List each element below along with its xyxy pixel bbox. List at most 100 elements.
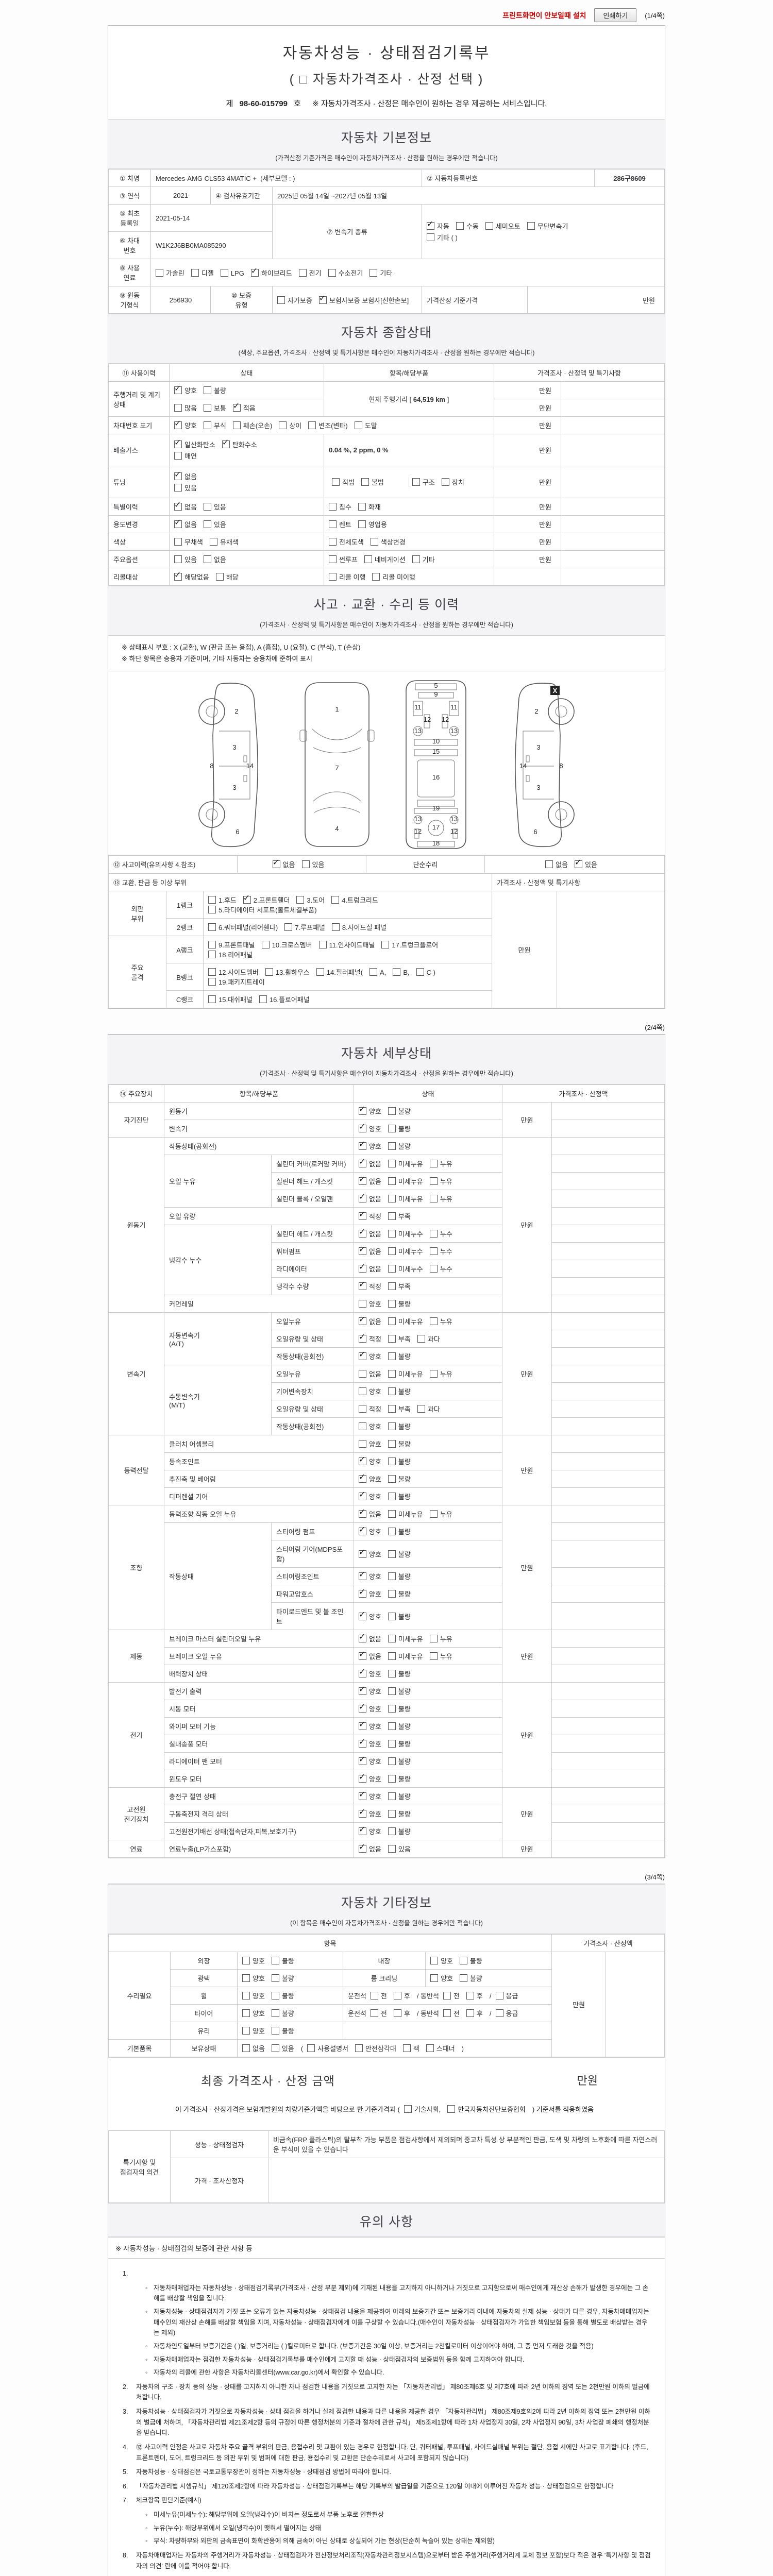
- table-cell: 충전구 절연 상태: [164, 1787, 354, 1806]
- print-button[interactable]: 인쇄하기: [594, 8, 637, 22]
- unchecked-checkbox-icon: [388, 1387, 396, 1396]
- option-label: 불량: [398, 1590, 411, 1599]
- overall-band: 자동차 종합상태 (색상, 주요옵션, 가격조사 · 산정액 및 특기사항은 매…: [108, 314, 665, 364]
- part-number-label: 17: [432, 823, 440, 831]
- unchecked-checkbox-icon: [208, 923, 216, 931]
- note-text: 자동차성능 · 상태점검자가 거짓으로 자동차성능 · 상태 점검을 하거나 실…: [136, 2408, 650, 2437]
- emission-value: 0.04 %, 2 ppm, 0 %: [324, 434, 494, 466]
- checkbox-option: 적정: [359, 1332, 381, 1344]
- table-cell: 양호 불량: [354, 1417, 502, 1436]
- recall-detail: 리콜 이행 리콜 미이행: [324, 568, 494, 586]
- checkbox-option: 과다: [417, 1334, 440, 1344]
- unchecked-checkbox-icon: [429, 1635, 438, 1643]
- option-label: 구조: [423, 479, 435, 486]
- table-cell: [551, 1752, 665, 1771]
- table-cell: 없음 미세누유 누유: [354, 1155, 502, 1173]
- exchange-panel-table: ⑬ 교환, 판금 등 이상 부위 가격조사 · 산정액 및 특기사항 외판 부위…: [108, 873, 665, 1009]
- note-number: 4.: [123, 2443, 128, 2451]
- exchange-price-label: 가격조사 · 산정액 및 특기사항: [492, 873, 665, 892]
- warranty-label: ⑩ 보증 유형: [210, 286, 273, 314]
- option-label: 불량: [398, 1758, 411, 1766]
- option-label: 적정: [369, 1213, 381, 1221]
- accident-sub: (가격조사 · 산정액 및 특기사항은 매수인이 자동차가격조사 · 산정을 원…: [260, 621, 513, 629]
- checkbox-option: 양호: [359, 1439, 381, 1449]
- table-cell: 배력장치 상태: [164, 1665, 354, 1683]
- unchecked-checkbox-icon: [429, 1177, 438, 1185]
- checkbox-option: 불량: [459, 1973, 482, 1983]
- checkbox-option: 미세누유: [388, 1194, 423, 1204]
- checkbox-option: 기타 ( ): [427, 232, 458, 242]
- unchecked-checkbox-icon: [332, 478, 340, 486]
- checked-checkbox-icon: [222, 437, 230, 448]
- checked-checkbox-icon: [359, 1507, 366, 1518]
- unchecked-checkbox-icon: [359, 1422, 366, 1431]
- unchecked-checkbox-icon: [417, 1335, 425, 1343]
- basic-info-title: 자동차 기본정보: [341, 131, 432, 145]
- table-cell: 양호 불량: [354, 1452, 502, 1471]
- detail-row: 수동변속기 (M/T) 오일누유 없음 미세누유 누유: [109, 1365, 665, 1436]
- checkbox-option: 13.휠하우스: [265, 967, 310, 977]
- tuning-detail: 적법 불법 구조 장치: [324, 466, 494, 498]
- checkbox-option: 전기: [298, 268, 322, 278]
- table-cell: [551, 1312, 665, 1331]
- part-number-label: 12: [442, 716, 449, 723]
- recall-label: 리콜대상: [108, 568, 170, 586]
- detail-row: 자기진단원동기양호불량만원: [108, 1102, 665, 1138]
- checkbox-option: 훼손(오손): [232, 420, 272, 430]
- table-cell: 브레이크 오일 누유: [164, 1647, 354, 1666]
- table-cell: 연료누출(LP가스포함): [164, 1840, 354, 1858]
- exchange-marker-x: X: [552, 687, 557, 694]
- option-label: 디젤: [201, 269, 214, 277]
- part-number-label: 12: [450, 827, 458, 835]
- unchecked-checkbox-icon: [388, 1230, 396, 1238]
- unchecked-checkbox-icon: [388, 1265, 396, 1273]
- table-row: ⑥ 차대 번호 W1K2J6BB0MA085290: [108, 231, 665, 259]
- checkbox-option: 후: [393, 2008, 410, 2018]
- option-label: 16.플로어패널: [269, 996, 310, 1004]
- table-cell: [551, 1120, 665, 1138]
- option-label: 불량: [213, 387, 226, 395]
- unchecked-checkbox-icon: [388, 1405, 396, 1413]
- polish-options: 양호 불량: [237, 1969, 343, 1988]
- checkbox-option: 유채색: [209, 537, 239, 547]
- checkbox-option: 불량: [271, 2008, 294, 2018]
- option-label: 9.프론트패널: [219, 941, 255, 950]
- legend-line-2: ※ 하단 항목은 승용차 기준이며, 기타 자동차는 승용차에 준하여 표시: [122, 655, 312, 663]
- checkbox-option: 구조: [412, 477, 435, 487]
- table-cell: 없음 미세누유 누유: [354, 1647, 502, 1666]
- unchecked-checkbox-icon: [426, 2044, 434, 2053]
- option-label: 불량: [398, 1353, 411, 1361]
- detail-title: 자동차 세부상태: [341, 1046, 432, 1061]
- checkbox-option: 불량: [388, 1756, 411, 1766]
- checkbox-option: 기타: [369, 268, 392, 278]
- table-cell: 오일누유: [271, 1365, 354, 1383]
- notes-title: 유의 사항: [360, 2215, 413, 2230]
- table-cell: 없음 미세누수 누수: [354, 1242, 502, 1261]
- option-label: 양호: [441, 1975, 453, 1983]
- table-cell: [551, 1260, 665, 1278]
- detail-row: 오일유량 및 상태 적정 부족 과다: [109, 1330, 665, 1348]
- option-label: 불량: [398, 1493, 411, 1501]
- detail-row: 배력장치 상태 양호 불량: [109, 1665, 665, 1683]
- checked-checkbox-icon: [359, 1227, 366, 1238]
- table-row: ③ 연식 2021 ④ 검사유효기간 2025년 05월 14일 ~2027년 …: [108, 187, 665, 205]
- checkbox-option: 양호: [359, 1684, 381, 1696]
- checked-checkbox-icon: [174, 418, 182, 429]
- page-indicator-2: (2/4쪽): [645, 1024, 665, 1032]
- option-label: 없음: [369, 1635, 381, 1643]
- checkbox-option: 적정: [359, 1279, 381, 1291]
- unchecked-checkbox-icon: [388, 1792, 396, 1801]
- overall-table: ⑪ 사용이력 상태 항목/해당부품 가격조사 · 산정액 및 특기사항 주행거리…: [108, 364, 665, 586]
- unchecked-checkbox-icon: [429, 1317, 438, 1326]
- table-row: ⑧ 사용 연료 가솔린 디젤 LPG 하이브리드 전기 수소전기 기타: [108, 259, 665, 286]
- print-install-link[interactable]: 프린트화면이 안보일때 설치: [502, 11, 586, 20]
- unchecked-checkbox-icon: [388, 1475, 396, 1483]
- usage-change-detail: 렌트 영업용: [324, 515, 494, 533]
- detail-row: 스티어링 기어(MDPS포함) 양호 불량: [109, 1540, 665, 1568]
- inspector-remark-text: 비금속(FRP 플라스틱)의 탈부착 가능 부품은 점검사항에서 제외되며 중고…: [268, 2130, 665, 2159]
- checkbox-option: 미세누유: [388, 1316, 423, 1326]
- checkbox-option: 불량: [271, 1973, 294, 1983]
